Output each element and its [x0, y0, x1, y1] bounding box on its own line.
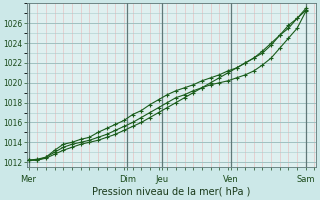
X-axis label: Pression niveau de la mer( hPa ): Pression niveau de la mer( hPa ) [92, 187, 251, 197]
